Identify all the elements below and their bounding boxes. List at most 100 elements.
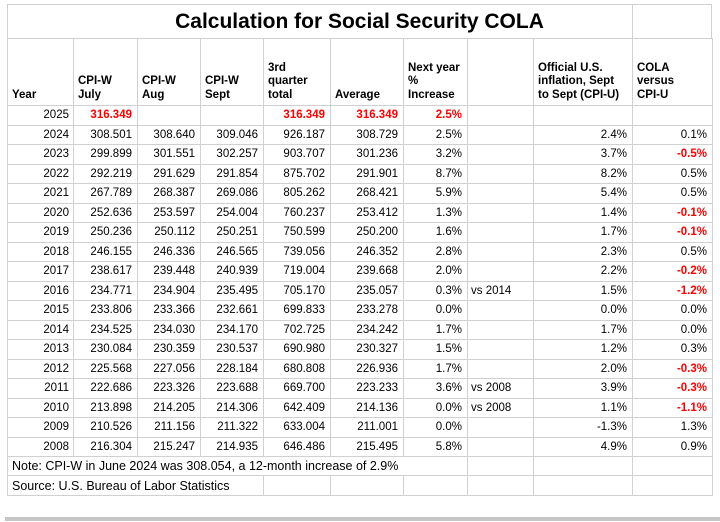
- cell-2017-total[interactable]: 719.004: [263, 261, 331, 282]
- cell-2018-total[interactable]: 739.056: [263, 242, 331, 262]
- cell-2013-average[interactable]: 230.327: [330, 339, 404, 360]
- cell-2021-vs_note[interactable]: [467, 183, 534, 204]
- cell-2015-july[interactable]: 233.806: [73, 300, 138, 321]
- cell-2017-increase[interactable]: 2.0%: [403, 261, 468, 282]
- cell-2024-year[interactable]: 2024: [7, 125, 74, 145]
- cell-2015-aug[interactable]: 233.366: [137, 300, 201, 321]
- cell-2024-total[interactable]: 926.187: [263, 125, 331, 145]
- cell-2023-july[interactable]: 299.899: [73, 144, 138, 165]
- cell-2016-cpiu[interactable]: 1.5%: [533, 281, 633, 301]
- cell-2022-increase[interactable]: 8.7%: [403, 164, 468, 184]
- cell-2019-vs_note[interactable]: [467, 222, 534, 243]
- cell-2019-year[interactable]: 2019: [7, 222, 74, 243]
- empty-cell[interactable]: [533, 475, 633, 496]
- cell-2011-total[interactable]: 669.700: [263, 378, 331, 399]
- cell-2023-average[interactable]: 301.236: [330, 144, 404, 165]
- cell-2009-july[interactable]: 210.526: [73, 417, 138, 438]
- cell-2015-increase[interactable]: 0.0%: [403, 300, 468, 321]
- cell-2011-year[interactable]: 2011: [7, 378, 74, 399]
- cell-2011-vs_note[interactable]: vs 2008: [467, 378, 534, 399]
- cell-2011-cpiu[interactable]: 3.9%: [533, 378, 633, 399]
- cell-2019-cpiu[interactable]: 1.7%: [533, 222, 633, 243]
- cell-2014-vs_note[interactable]: [467, 320, 534, 340]
- cell-2018-cola_vs_cpiu[interactable]: 0.5%: [632, 242, 713, 262]
- cell-2008-total[interactable]: 646.486: [263, 437, 331, 457]
- cell-2013-total[interactable]: 690.980: [263, 339, 331, 360]
- cell-2025-sept[interactable]: [200, 105, 264, 126]
- cell-2017-year[interactable]: 2017: [7, 261, 74, 282]
- cell-2016-july[interactable]: 234.771: [73, 281, 138, 301]
- cell-2019-july[interactable]: 250.236: [73, 222, 138, 243]
- cell-2008-cola_vs_cpiu[interactable]: 0.9%: [632, 437, 713, 457]
- cell-2012-sept[interactable]: 228.184: [200, 359, 264, 379]
- cell-2012-july[interactable]: 225.568: [73, 359, 138, 379]
- col-header-aug[interactable]: CPI-W Aug: [137, 38, 201, 106]
- cell-2018-cpiu[interactable]: 2.3%: [533, 242, 633, 262]
- cell-2015-average[interactable]: 233.278: [330, 300, 404, 321]
- cell-2008-vs_note[interactable]: [467, 437, 534, 457]
- cell-2020-aug[interactable]: 253.597: [137, 203, 201, 223]
- cell-2015-cola_vs_cpiu[interactable]: 0.0%: [632, 300, 713, 321]
- cell-2008-increase[interactable]: 5.8%: [403, 437, 468, 457]
- col-header-year[interactable]: Year: [7, 38, 74, 106]
- cell-2013-year[interactable]: 2013: [7, 339, 74, 360]
- empty-cell[interactable]: [467, 475, 534, 496]
- cell-2013-aug[interactable]: 230.359: [137, 339, 201, 360]
- cell-2017-sept[interactable]: 240.939: [200, 261, 264, 282]
- col-header-cola_vs_cpiu[interactable]: COLA versus CPI-U: [632, 38, 713, 106]
- cell-2022-aug[interactable]: 291.629: [137, 164, 201, 184]
- cell-2022-year[interactable]: 2022: [7, 164, 74, 184]
- cell-2012-average[interactable]: 226.936: [330, 359, 404, 379]
- col-header-average[interactable]: Average: [330, 38, 404, 106]
- cell-2008-cpiu[interactable]: 4.9%: [533, 437, 633, 457]
- empty-cell[interactable]: [467, 456, 534, 476]
- cell-2012-vs_note[interactable]: [467, 359, 534, 379]
- cell-2010-year[interactable]: 2010: [7, 398, 74, 418]
- cell-2018-vs_note[interactable]: [467, 242, 534, 262]
- cell-2009-vs_note[interactable]: [467, 417, 534, 438]
- cell-2016-total[interactable]: 705.170: [263, 281, 331, 301]
- empty-cell[interactable]: [632, 456, 713, 476]
- cell-2022-july[interactable]: 292.219: [73, 164, 138, 184]
- title-merged-cell[interactable]: Calculation for Social Security COLA: [7, 4, 712, 39]
- cell-2020-vs_note[interactable]: [467, 203, 534, 223]
- cell-2010-july[interactable]: 213.898: [73, 398, 138, 418]
- cell-2018-aug[interactable]: 246.336: [137, 242, 201, 262]
- cell-2024-cola_vs_cpiu[interactable]: 0.1%: [632, 125, 713, 145]
- cell-2012-cpiu[interactable]: 2.0%: [533, 359, 633, 379]
- cell-2016-year[interactable]: 2016: [7, 281, 74, 301]
- cell-2018-sept[interactable]: 246.565: [200, 242, 264, 262]
- cell-2012-year[interactable]: 2012: [7, 359, 74, 379]
- col-header-cpiu[interactable]: Official U.S. inflation, Sept to Sept (C…: [533, 38, 633, 106]
- cell-2022-total[interactable]: 875.702: [263, 164, 331, 184]
- cell-2020-sept[interactable]: 254.004: [200, 203, 264, 223]
- cell-2024-cpiu[interactable]: 2.4%: [533, 125, 633, 145]
- cell-2011-average[interactable]: 223.233: [330, 378, 404, 399]
- cell-2014-cpiu[interactable]: 1.7%: [533, 320, 633, 340]
- cell-2010-cpiu[interactable]: 1.1%: [533, 398, 633, 418]
- cell-2021-average[interactable]: 268.421: [330, 183, 404, 204]
- cell-2018-average[interactable]: 246.352: [330, 242, 404, 262]
- cell-2021-cpiu[interactable]: 5.4%: [533, 183, 633, 204]
- cell-2022-average[interactable]: 291.901: [330, 164, 404, 184]
- cell-2010-sept[interactable]: 214.306: [200, 398, 264, 418]
- cell-2020-average[interactable]: 253.412: [330, 203, 404, 223]
- cell-2017-vs_note[interactable]: [467, 261, 534, 282]
- cell-2013-vs_note[interactable]: [467, 339, 534, 360]
- cell-2020-total[interactable]: 760.237: [263, 203, 331, 223]
- cell-2019-cola_vs_cpiu[interactable]: -0.1%: [632, 222, 713, 243]
- cell-2011-july[interactable]: 222.686: [73, 378, 138, 399]
- cell-2020-increase[interactable]: 1.3%: [403, 203, 468, 223]
- cell-2024-vs_note[interactable]: [467, 125, 534, 145]
- cell-2011-sept[interactable]: 223.688: [200, 378, 264, 399]
- cell-2016-aug[interactable]: 234.904: [137, 281, 201, 301]
- cell-2012-cola_vs_cpiu[interactable]: -0.3%: [632, 359, 713, 379]
- cell-2021-july[interactable]: 267.789: [73, 183, 138, 204]
- cell-2025-july[interactable]: 316.349: [73, 105, 138, 126]
- cell-2010-increase[interactable]: 0.0%: [403, 398, 468, 418]
- cell-2020-cpiu[interactable]: 1.4%: [533, 203, 633, 223]
- empty-cell[interactable]: [330, 475, 404, 496]
- cell-2025-year[interactable]: 2025: [7, 105, 74, 126]
- cell-2013-cola_vs_cpiu[interactable]: 0.3%: [632, 339, 713, 360]
- empty-cell[interactable]: [632, 475, 713, 496]
